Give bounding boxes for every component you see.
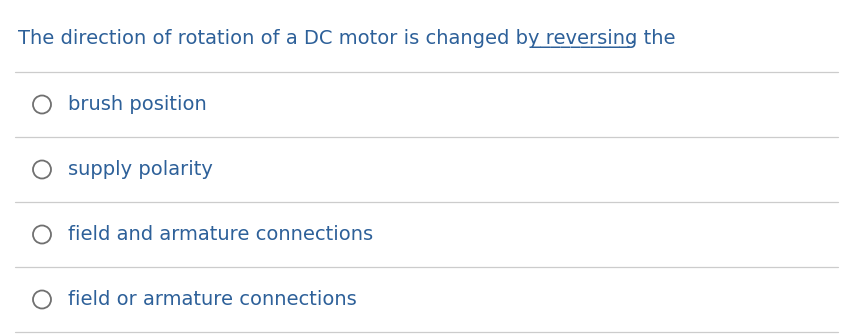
Text: __________.: __________. [531,28,636,47]
Text: field and armature connections: field and armature connections [68,225,372,244]
Text: brush position: brush position [68,95,206,114]
Text: supply polarity: supply polarity [68,160,213,179]
Text: field or armature connections: field or armature connections [68,290,356,309]
Text: The direction of rotation of a DC motor is changed by reversing the: The direction of rotation of a DC motor … [18,28,681,47]
